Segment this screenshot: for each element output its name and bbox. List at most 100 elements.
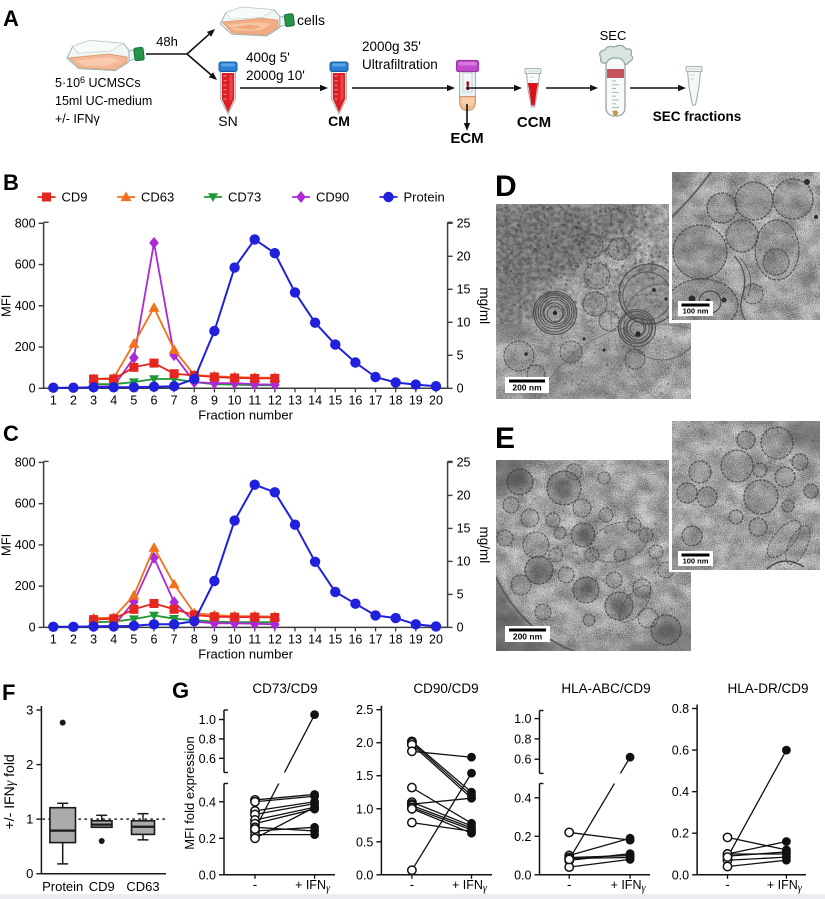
svg-text:mg/ml: mg/ml [477, 527, 492, 564]
svg-text:5: 5 [130, 393, 137, 407]
svg-text:600: 600 [15, 497, 36, 511]
svg-text:15: 15 [328, 632, 342, 646]
svg-text:100 nm: 100 nm [683, 557, 709, 566]
svg-text:0.0: 0.0 [672, 868, 689, 882]
svg-text:18: 18 [389, 393, 403, 407]
svg-text:10: 10 [228, 632, 242, 646]
svg-text:8: 8 [191, 393, 198, 407]
svg-text:15ml UC-medium: 15ml UC-medium [55, 94, 152, 108]
svg-text:+ IFNγ: + IFNγ [611, 878, 647, 894]
svg-text:CM: CM [328, 113, 350, 129]
svg-text:6: 6 [151, 393, 158, 407]
svg-text:13: 13 [288, 632, 302, 646]
svg-text:0.6: 0.6 [199, 752, 216, 766]
svg-text:CD9: CD9 [89, 879, 115, 894]
svg-text:8: 8 [191, 632, 198, 646]
svg-text:4: 4 [110, 393, 117, 407]
svg-text:0: 0 [29, 620, 36, 634]
svg-text:5·106 UCMSCs: 5·106 UCMSCs [55, 75, 141, 90]
svg-text:9: 9 [211, 632, 218, 646]
svg-text:2000g 10': 2000g 10' [246, 68, 305, 83]
svg-text:25: 25 [457, 455, 471, 469]
svg-text:+/- IFNγ: +/- IFNγ [55, 112, 101, 126]
svg-text:Ultrafiltration: Ultrafiltration [362, 57, 438, 72]
svg-text:100 nm: 100 nm [683, 307, 709, 316]
svg-text:0.8: 0.8 [672, 702, 689, 716]
svg-text:3: 3 [26, 703, 33, 718]
svg-text:800: 800 [15, 216, 36, 230]
svg-text:CD63: CD63 [141, 190, 174, 205]
svg-text:20: 20 [457, 488, 471, 502]
svg-text:0.2: 0.2 [199, 832, 216, 846]
svg-text:Protein: Protein [404, 190, 445, 205]
svg-text:+ IFNγ: + IFNγ [767, 878, 803, 894]
svg-text:6: 6 [151, 632, 158, 646]
svg-text:800: 800 [15, 455, 36, 469]
svg-text:1.0: 1.0 [199, 713, 216, 727]
svg-text:16: 16 [348, 393, 362, 407]
svg-text:1: 1 [26, 812, 33, 827]
svg-text:0.4: 0.4 [514, 791, 531, 805]
svg-text:17: 17 [369, 632, 383, 646]
svg-text:0.8: 0.8 [514, 732, 531, 746]
svg-text:G: G [172, 678, 189, 703]
svg-text:0: 0 [457, 381, 464, 395]
svg-text:0: 0 [26, 866, 33, 881]
svg-text:+ IFNγ: + IFNγ [452, 878, 488, 894]
svg-text:0.0: 0.0 [199, 868, 216, 882]
svg-text:mg/ml: mg/ml [477, 287, 492, 324]
svg-text:18: 18 [389, 632, 403, 646]
svg-text:HLA-DR/CD9: HLA-DR/CD9 [727, 681, 808, 696]
svg-text:-: - [725, 877, 730, 892]
svg-text:0.8: 0.8 [199, 732, 216, 746]
svg-text:A: A [3, 6, 19, 31]
svg-text:7: 7 [171, 393, 178, 407]
svg-text:4: 4 [110, 632, 117, 646]
svg-text:B: B [3, 170, 19, 195]
svg-text:1: 1 [50, 632, 57, 646]
svg-text:E: E [495, 422, 515, 455]
svg-text:CD63: CD63 [126, 879, 159, 894]
svg-text:5: 5 [130, 632, 137, 646]
svg-text:3: 3 [90, 632, 97, 646]
svg-text:200: 200 [15, 579, 36, 593]
svg-text:14: 14 [308, 393, 322, 407]
svg-text:0.5: 0.5 [356, 835, 373, 849]
svg-text:2: 2 [70, 632, 77, 646]
svg-text:0.2: 0.2 [672, 827, 689, 841]
svg-text:1.5: 1.5 [356, 769, 373, 783]
svg-text:0.2: 0.2 [514, 830, 531, 844]
svg-text:ECM: ECM [450, 130, 483, 147]
svg-text:cells: cells [297, 12, 325, 28]
svg-text:20: 20 [429, 393, 443, 407]
svg-text:SEC fractions: SEC fractions [653, 109, 742, 124]
svg-text:10: 10 [457, 554, 471, 568]
svg-text:MFI fold expression: MFI fold expression [182, 736, 197, 849]
svg-text:0: 0 [29, 381, 36, 395]
svg-text:CD73: CD73 [228, 190, 261, 205]
svg-text:13: 13 [288, 393, 302, 407]
svg-text:25: 25 [457, 216, 471, 230]
svg-text:19: 19 [409, 393, 423, 407]
svg-text:0.4: 0.4 [672, 785, 689, 799]
svg-text:3: 3 [90, 393, 97, 407]
svg-text:Fraction number: Fraction number [198, 407, 293, 422]
svg-text:2: 2 [26, 757, 33, 772]
svg-text:200: 200 [15, 340, 36, 354]
svg-text:400g 5': 400g 5' [246, 50, 290, 65]
svg-text:C: C [3, 421, 19, 446]
svg-text:CCM: CCM [517, 114, 551, 131]
svg-text:5: 5 [457, 587, 464, 601]
svg-text:1: 1 [50, 393, 57, 407]
svg-text:2: 2 [70, 393, 77, 407]
svg-text:15: 15 [328, 393, 342, 407]
svg-text:17: 17 [369, 393, 383, 407]
svg-text:+ IFNγ: + IFNγ [295, 878, 331, 894]
svg-text:7: 7 [171, 632, 178, 646]
svg-text:11: 11 [248, 632, 261, 646]
svg-text:200 nm: 200 nm [512, 383, 542, 393]
svg-text:0.6: 0.6 [514, 753, 531, 767]
svg-text:15: 15 [457, 521, 471, 535]
svg-text:MFI: MFI [0, 534, 14, 556]
svg-text:200 nm: 200 nm [513, 632, 543, 642]
